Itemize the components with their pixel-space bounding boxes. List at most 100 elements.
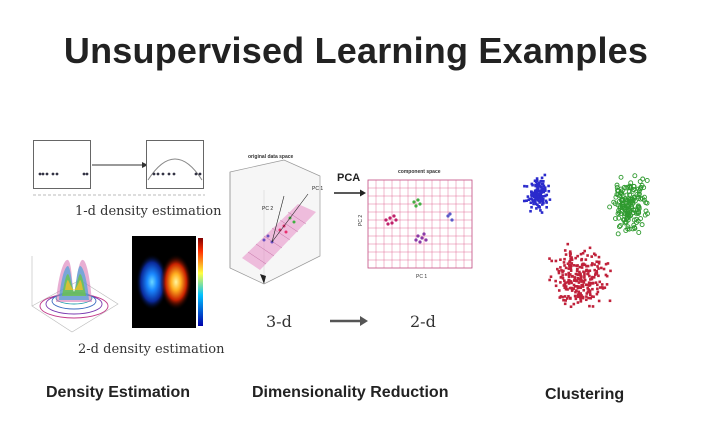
cluster-point-green — [636, 230, 642, 235]
cluster-point-red — [563, 279, 566, 283]
density-arrow — [92, 162, 148, 168]
cluster-point-blue — [533, 179, 537, 183]
cluster-point-blue — [540, 188, 543, 192]
cluster-point-red — [597, 260, 601, 264]
cluster-point-red — [591, 281, 595, 285]
cluster-point-blue — [539, 191, 543, 195]
cluster-point-red — [562, 284, 566, 287]
cluster-point-green — [631, 207, 636, 213]
cluster-point-red — [594, 253, 597, 257]
cluster-point-blue — [531, 200, 535, 203]
cluster-point-green — [625, 198, 631, 203]
cluster-point-red — [585, 264, 588, 268]
cluster-point-red — [570, 262, 574, 265]
section-label-density: Density Estimation — [46, 384, 191, 401]
cluster-point-blue — [529, 201, 533, 204]
cluster-point-red — [583, 278, 587, 282]
cluster-point-blue — [545, 201, 548, 204]
cluster-point-red — [583, 273, 586, 277]
cluster-point-blue — [525, 185, 529, 188]
cluster-point-red — [559, 276, 563, 279]
cluster-point-red — [582, 279, 586, 283]
cluster-point-red — [568, 273, 572, 276]
cluster-point-blue — [542, 184, 546, 188]
cluster-point-red — [580, 296, 583, 300]
cluster-point-red — [570, 264, 573, 268]
cluster-point-blue — [540, 195, 544, 199]
cluster-point-red — [595, 260, 599, 264]
cluster-point-green — [642, 194, 647, 200]
cluster-point-blue — [535, 197, 538, 201]
cluster-point-red — [590, 295, 594, 298]
cluster-point-blue — [533, 189, 537, 193]
density-1d-before-panel — [33, 140, 91, 189]
cluster-point-red — [588, 281, 592, 285]
cluster-point-red — [554, 284, 558, 288]
cluster-point-red — [564, 299, 567, 302]
cluster-point-red — [573, 294, 577, 298]
cluster-point-red — [568, 250, 572, 253]
cluster-point-red — [598, 280, 602, 284]
cluster-point-red — [597, 262, 601, 265]
cluster-point-blue — [523, 184, 526, 188]
cluster-point-red — [561, 274, 564, 277]
cluster-point-red — [575, 269, 579, 273]
cluster-point-blue — [533, 194, 537, 198]
cluster-point-blue — [537, 183, 541, 187]
density-2d-heatmap — [132, 236, 203, 328]
cluster-point-red — [568, 296, 572, 300]
cluster-point-green — [637, 179, 643, 184]
cluster-point-green — [618, 174, 624, 180]
section-label-dimred: Dimensionality Reduction — [252, 384, 449, 401]
cluster-point-blue — [544, 194, 547, 198]
cluster-point-red — [586, 272, 589, 276]
cluster-point-green — [626, 189, 632, 195]
cluster-point-red — [574, 256, 577, 260]
cluster-point-green — [613, 216, 618, 221]
cluster-point-red — [557, 289, 561, 292]
cluster-point-red — [566, 280, 570, 284]
cluster-point-green — [618, 211, 624, 217]
cluster-point-red — [573, 276, 577, 279]
cluster-point-red — [603, 286, 607, 290]
cluster-point-red — [569, 280, 573, 283]
cluster-point-red — [564, 287, 568, 291]
cluster-point-red — [575, 285, 578, 288]
cluster-point-green — [631, 195, 637, 201]
cluster-point-red — [577, 281, 581, 284]
cluster-point-red — [586, 290, 590, 294]
cluster-point-red — [564, 281, 567, 285]
cluster-point-red — [568, 260, 571, 264]
cluster-point-red — [589, 293, 592, 297]
cluster-point-green — [624, 192, 630, 198]
cluster-point-blue — [542, 180, 545, 183]
caption-2d-density: 2-d density estimation — [78, 342, 225, 357]
cluster-point-red — [564, 266, 568, 270]
cluster-point-blue — [541, 198, 545, 201]
cluster-point-green — [622, 211, 627, 217]
cluster-point-red — [563, 257, 566, 261]
cluster-point-red — [549, 275, 553, 279]
component-y-axis-label: PC 2 — [358, 215, 364, 226]
cluster-point-red — [564, 273, 568, 276]
cluster-point-red — [580, 294, 583, 297]
cluster-point-red — [563, 264, 566, 267]
cluster-point-red — [579, 299, 583, 303]
cluster-point-red — [589, 278, 592, 281]
pca-label: PCA — [337, 172, 361, 184]
cluster-point-red — [576, 254, 579, 258]
cluster-point-red — [567, 275, 571, 279]
cluster-point-green — [624, 212, 630, 218]
cluster-point-red — [566, 242, 570, 246]
cluster-point-green — [642, 212, 648, 218]
cluster-point-red — [562, 298, 565, 302]
cluster-point-blue — [535, 183, 539, 187]
cluster-point-green — [632, 173, 638, 179]
cluster-point-blue — [535, 182, 539, 186]
cluster-point-red — [548, 257, 551, 260]
cluster-point-red — [569, 269, 573, 272]
cluster-point-red — [588, 246, 592, 250]
pc2-label: PC 2 — [262, 206, 273, 212]
cluster-point-green — [638, 216, 643, 222]
cluster-point-green — [641, 185, 647, 190]
